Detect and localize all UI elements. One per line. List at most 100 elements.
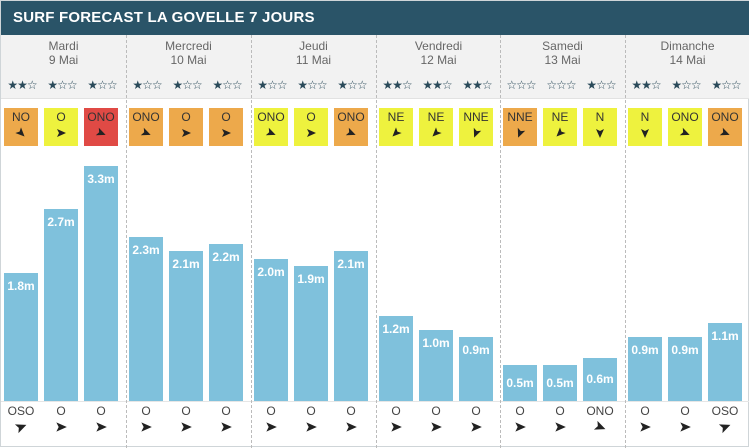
rating-stars: ★☆☆ [47, 78, 77, 92]
swell-direction-label: O [221, 404, 231, 418]
wind-arrow-glyph [517, 127, 526, 138]
wind-direction-label: O [221, 110, 231, 124]
rating-stars: ★★☆ [462, 78, 492, 92]
wind-arrow-glyph [679, 127, 690, 136]
wind-arrow-glyph [473, 127, 482, 138]
swell-direction-label: OSO [711, 404, 739, 418]
wave-height-bar: 2.3m [129, 237, 163, 401]
swell-arrow-glyph [306, 422, 317, 432]
wave-height-label: 0.9m [462, 343, 490, 357]
wave-height-bar: 1.0m [419, 330, 453, 401]
wind-direction-box: O [169, 108, 203, 146]
wind-arrow-icon [140, 127, 152, 139]
day-date: 14 Mai [669, 53, 706, 67]
swell-arrow-glyph [515, 422, 526, 432]
wave-height-bar: 0.9m [459, 337, 493, 401]
wind-direction-box: O [294, 108, 328, 146]
swell-arrow-glyph [14, 424, 27, 434]
day-date: 9 Mai [48, 53, 79, 67]
day-header: Dimanche 14 Mai [625, 39, 749, 67]
swell-arrow-icon [637, 420, 653, 434]
day-separator [126, 35, 127, 448]
chart-baseline [1, 401, 749, 402]
wind-arrow-icon [180, 127, 192, 139]
wind-direction-box: NNE [459, 108, 493, 146]
swell-arrow-glyph [431, 422, 442, 432]
wind-arrow-icon [514, 127, 526, 139]
wind-arrow-icon [220, 127, 232, 139]
swell-direction-label: O [515, 404, 525, 418]
day-date: 12 Mai [420, 53, 457, 67]
wave-height-label: 2.0m [257, 265, 285, 279]
swell-arrow-icon [677, 420, 693, 434]
wind-arrow-icon [95, 127, 107, 139]
wave-height-bar: 0.9m [668, 337, 702, 401]
wind-arrow-glyph [345, 127, 356, 136]
wave-height-bar: 1.1m [708, 323, 742, 401]
wind-direction-label: ONO [132, 110, 160, 124]
wind-direction-box: ONO [84, 108, 118, 146]
rating-stars: ★☆☆ [172, 78, 202, 92]
wind-direction-label: ONO [257, 110, 285, 124]
swell-arrow-glyph [471, 422, 482, 432]
swell-arrow-icon [13, 420, 29, 434]
swell-direction-label: O [640, 404, 650, 418]
swell-arrow-glyph [680, 422, 691, 432]
swell-arrow-icon [93, 420, 109, 434]
wind-direction-box: NE [379, 108, 413, 146]
swell-arrow-glyph [593, 420, 606, 430]
swell-arrow-glyph [555, 422, 566, 432]
wind-direction-box: O [209, 108, 243, 146]
day-header: Samedi 13 Mai [500, 39, 625, 67]
rating-stars: ★★☆ [631, 78, 661, 92]
wind-arrow-glyph [95, 127, 106, 136]
swell-arrow-glyph [718, 424, 731, 434]
wind-direction-label: NE [551, 110, 569, 124]
wave-height-label: 2.7m [47, 215, 75, 229]
day-separator [500, 35, 501, 448]
day-separator [376, 35, 377, 448]
wind-arrow-icon [265, 127, 277, 139]
wave-height-bar: 0.6m [583, 358, 617, 401]
wind-direction-label: O [56, 110, 66, 124]
day-date: 13 Mai [544, 53, 581, 67]
day-header: Mercredi 10 Mai [126, 39, 251, 67]
wind-direction-box: ONO [668, 108, 702, 146]
wind-arrow-glyph [641, 129, 649, 138]
wind-arrow-glyph [432, 127, 442, 137]
wind-arrow-icon [55, 127, 67, 139]
swell-arrow-glyph [141, 422, 152, 432]
wave-height-label: 2.1m [337, 257, 365, 271]
wave-height-label: 2.1m [172, 257, 200, 271]
wind-direction-label: NE [387, 110, 405, 124]
swell-arrow-glyph [96, 422, 107, 432]
day-separator [625, 35, 626, 448]
swell-direction-label: ONO [586, 404, 614, 418]
swell-direction-label: OSO [7, 404, 35, 418]
swell-arrow-icon [138, 420, 154, 434]
wind-direction-label: N [595, 110, 605, 124]
rating-stars: ★☆☆ [586, 78, 616, 92]
rating-stars: ★☆☆ [671, 78, 701, 92]
rating-stars: ★★☆ [382, 78, 412, 92]
wave-height-label: 3.3m [87, 172, 115, 186]
wind-arrow-glyph [596, 129, 604, 138]
swell-direction-label: O [391, 404, 401, 418]
swell-arrow-glyph [181, 422, 192, 432]
wave-height-label: 2.3m [132, 243, 160, 257]
wave-height-bar: 0.5m [543, 365, 577, 401]
swell-arrow-icon [303, 420, 319, 434]
wind-arrow-glyph [265, 127, 276, 136]
swell-arrow-glyph [640, 422, 651, 432]
wind-arrow-icon [470, 127, 482, 139]
day-name: Vendredi [414, 39, 463, 53]
wave-height-label: 1.8m [7, 279, 35, 293]
wind-direction-label: O [181, 110, 191, 124]
wind-arrow-icon [679, 127, 691, 139]
wind-arrow-glyph [222, 129, 231, 137]
wind-direction-box: NO [4, 108, 38, 146]
wind-direction-box: ONO [334, 108, 368, 146]
swell-arrow-icon [592, 420, 608, 434]
wind-arrow-glyph [15, 127, 25, 137]
rating-stars: ★☆☆ [132, 78, 162, 92]
